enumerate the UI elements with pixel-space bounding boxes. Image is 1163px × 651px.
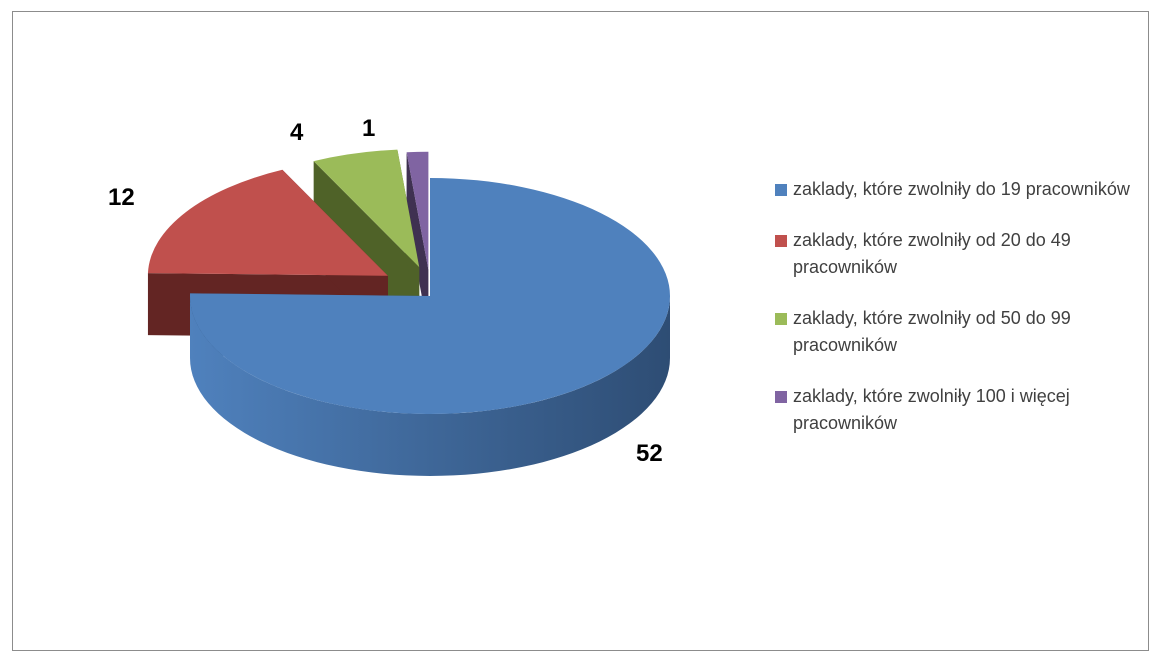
legend-text-0: zaklady, które zwolniły do 19 pracownikó…: [793, 179, 1130, 199]
pie-slice-1-top: [147, 169, 388, 276]
pie-slice-2: [313, 149, 420, 330]
legend-text-1: zaklady, które zwolniły od 20 do 49 prac…: [793, 230, 1071, 277]
pie-slice-2-wall-0: [313, 161, 420, 330]
pie-slice-0-top: [190, 178, 670, 414]
pie-slice-0: [190, 178, 670, 476]
data-label-0: 52: [636, 440, 663, 467]
legend-item-1: zaklady, które zwolniły od 20 do 49 prac…: [775, 227, 1155, 281]
legend-swatch-1: [775, 235, 787, 247]
data-label-3: 1: [362, 115, 375, 142]
pie-chart: 52 12 4 1: [108, 115, 670, 476]
pie-slice-3: [406, 151, 429, 332]
legend-item-2: zaklady, które zwolniły od 50 do 99 prac…: [775, 305, 1155, 359]
pie-slice-2-top: [313, 149, 420, 268]
legend-swatch-3: [775, 391, 787, 403]
pie-slice-3-top: [406, 151, 429, 270]
legend-item-3: zaklady, które zwolniły 100 i więcej pra…: [775, 383, 1155, 437]
legend-swatch-0: [775, 184, 787, 196]
legend-text-3: zaklady, które zwolniły 100 i więcej pra…: [793, 386, 1070, 433]
pie-slice-3-wall-0: [406, 152, 429, 332]
data-label-1: 12: [108, 184, 135, 211]
data-label-2: 4: [290, 119, 304, 146]
pie-slices: [147, 149, 670, 476]
pie-slice-0-rim: [190, 296, 670, 476]
legend-item-0: zaklady, które zwolniły do 19 pracownikó…: [775, 176, 1155, 203]
legend: zaklady, które zwolniły do 19 pracownikó…: [775, 176, 1155, 461]
legend-swatch-2: [775, 313, 787, 325]
legend-text-2: zaklady, które zwolniły od 50 do 99 prac…: [793, 308, 1071, 355]
